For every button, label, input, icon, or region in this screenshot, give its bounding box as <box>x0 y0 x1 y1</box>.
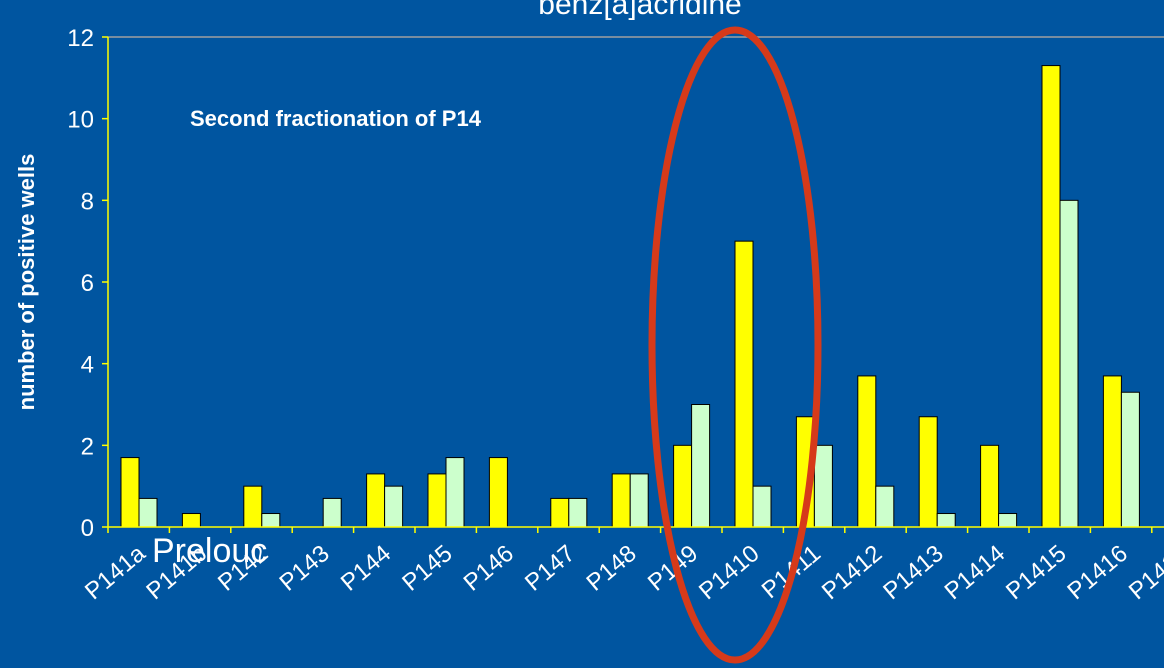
y-tick-label: 12 <box>67 25 94 52</box>
y-tick-label: 2 <box>81 433 94 460</box>
bar <box>1059 199 1079 528</box>
x-tick-label: P1415 <box>1001 540 1072 605</box>
bar <box>857 375 877 528</box>
bar <box>120 457 140 528</box>
annotation: Second fractionation of P14 <box>190 106 482 131</box>
bar <box>1120 391 1140 528</box>
chart-title: benz[a]acridine <box>538 0 741 21</box>
bar <box>629 473 649 528</box>
bar <box>998 513 1018 528</box>
x-tick-label: P1410 <box>694 540 765 605</box>
bar <box>936 513 956 528</box>
y-tick-label: 10 <box>67 107 94 134</box>
x-tick-label: P144 <box>336 540 396 597</box>
bar <box>261 513 281 528</box>
bar <box>243 485 263 528</box>
x-tick-label: P148 <box>581 540 641 597</box>
x-tick-label: P147 <box>520 540 580 597</box>
y-tick-label: 4 <box>81 352 94 379</box>
bar <box>322 497 342 528</box>
bar <box>918 416 938 528</box>
bar <box>427 473 447 528</box>
x-tick-label: P1417 <box>1124 540 1164 605</box>
bar <box>734 240 754 528</box>
y-tick-label: 0 <box>81 515 94 542</box>
x-tick-label: P1414 <box>940 540 1011 605</box>
bar <box>752 485 772 528</box>
bar <box>673 444 693 528</box>
bar <box>875 485 895 528</box>
bar <box>181 513 201 528</box>
x-tick-label: P146 <box>459 540 519 597</box>
bar <box>488 457 508 528</box>
bar <box>691 404 711 528</box>
y-axis-label: number of positive wells <box>14 154 39 411</box>
bar <box>980 444 1000 528</box>
x-tick-label: P1413 <box>878 540 949 605</box>
bar <box>1102 375 1122 528</box>
bar <box>611 473 631 528</box>
x-tick-label: P145 <box>397 540 457 597</box>
x-tick-label: P141a <box>80 539 151 605</box>
x-tick-label: P1412 <box>817 540 888 605</box>
bar <box>366 473 386 528</box>
annotation: Prelouc <box>152 532 267 570</box>
bar <box>550 497 570 528</box>
bar <box>1041 65 1061 528</box>
y-tick-label: 6 <box>81 270 94 297</box>
bar <box>445 457 465 528</box>
x-tick-label: P143 <box>274 540 334 597</box>
highlight-ellipse <box>648 26 822 664</box>
bar <box>813 444 833 528</box>
bar <box>568 497 588 528</box>
bar <box>384 485 404 528</box>
x-tick-label: P1416 <box>1062 540 1133 605</box>
bar <box>138 497 158 528</box>
y-tick-label: 8 <box>81 188 94 215</box>
